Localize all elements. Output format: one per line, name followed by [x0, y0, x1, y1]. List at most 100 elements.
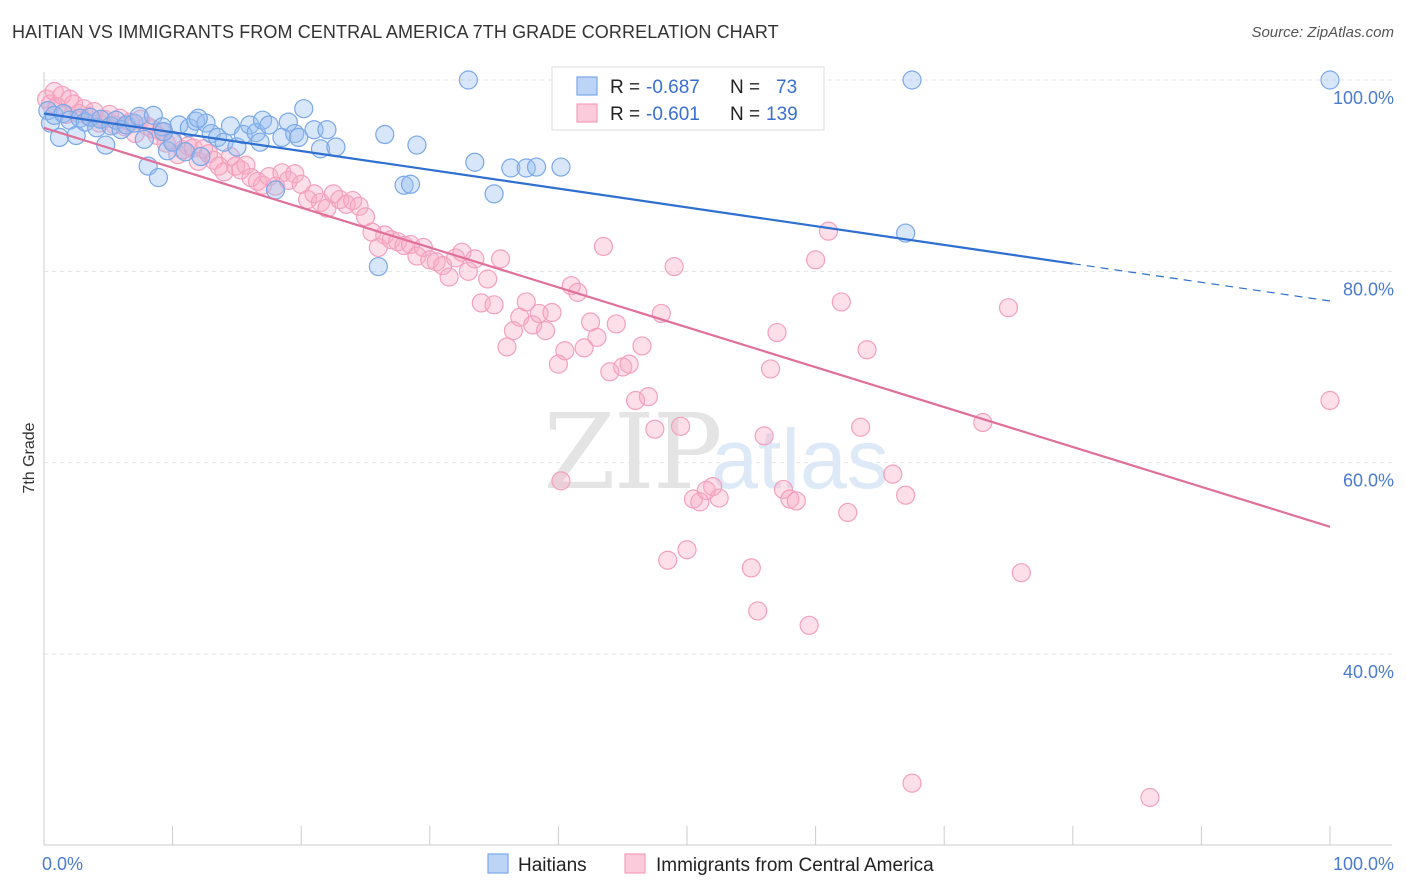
point-haitians-45: [285, 123, 305, 144]
legend-r-label-2: R =: [610, 104, 640, 125]
bottom-legend-label-immigrants[interactable]: Immigrants from Central America: [656, 855, 934, 876]
point-immigrants-115: [741, 558, 761, 578]
point-immigrants-58: [349, 196, 369, 216]
y-tick-labels: 40.0% 60.0% 80.0% 100.0%: [1333, 88, 1394, 682]
point-immigrants-130: [883, 464, 903, 484]
trend-line-haitians: [43, 112, 1073, 265]
gridlines: [44, 79, 1392, 655]
point-haitians-49: [317, 120, 337, 140]
series-legend: Haitians Immigrants from Central America: [487, 853, 934, 876]
point-immigrants-109: [677, 540, 697, 560]
source-label: Source: ZipAtlas.com: [1251, 24, 1394, 41]
point-immigrants-128: [851, 417, 871, 437]
legend-swatch-immigrants: [576, 103, 598, 123]
point-immigrants-137: [1320, 390, 1340, 411]
point-haitians-68: [1320, 70, 1340, 90]
legend-r-label-1: R =: [610, 77, 640, 98]
point-haitians-38: [240, 115, 260, 135]
point-haitians-18: [129, 106, 149, 126]
point-immigrants-79: [484, 295, 504, 315]
bottom-legend-label-haitians[interactable]: Haitians: [518, 855, 587, 876]
point-haitians-19: [134, 129, 154, 149]
point-haitians-62: [551, 157, 571, 177]
x-axis-ticks: [43, 826, 1331, 845]
point-immigrants-80: [490, 249, 511, 269]
y-tick-label-80: 80.0%: [1343, 279, 1394, 299]
point-immigrants-103: [638, 387, 659, 407]
point-immigrants-78: [478, 269, 498, 289]
legend-n-label-1: N =: [730, 77, 760, 98]
point-immigrants-37: [220, 146, 241, 167]
point-immigrants-97: [600, 362, 620, 382]
bottom-legend-swatch-haitians[interactable]: [487, 853, 509, 874]
trend-line-immigrants: [43, 126, 1331, 528]
y-tick-label-100: 100.0%: [1333, 88, 1394, 108]
point-immigrants-135: [902, 773, 922, 793]
watermark-atlas: atlas: [711, 412, 888, 506]
point-immigrants-40: [236, 155, 256, 175]
point-haitians-58: [484, 184, 504, 204]
point-haitians-46: [294, 99, 314, 119]
y-axis-label: 7th Grade: [21, 422, 38, 493]
point-haitians-59: [501, 158, 521, 178]
point-immigrants-118: [760, 359, 781, 379]
point-haitians-55: [407, 135, 427, 155]
point-immigrants-116: [748, 601, 768, 621]
point-immigrants-107: [664, 256, 684, 277]
y-tick-label-60: 60.0%: [1343, 471, 1394, 491]
point-haitians-42: [265, 180, 286, 200]
point-immigrants-93: [574, 338, 594, 358]
point-haitians-41: [259, 115, 279, 135]
point-immigrants-136: [1140, 787, 1160, 808]
point-immigrants-84: [516, 292, 536, 312]
x-tick-label-left: 0.0%: [42, 854, 83, 874]
stats-legend: R = -0.687 N = 73 R = -0.601 N = 139: [551, 66, 825, 131]
point-immigrants-134: [1011, 563, 1031, 583]
watermark-zip: ZIP: [543, 391, 720, 513]
point-haitians-53: [394, 175, 414, 195]
point-haitians-54: [400, 174, 421, 194]
point-haitians-13: [101, 116, 121, 136]
legend-n-value-immigrants: 139: [766, 104, 798, 125]
chart-title: HAITIAN VS IMMIGRANTS FROM CENTRAL AMERI…: [12, 22, 779, 42]
point-haitians-60: [516, 158, 536, 178]
point-haitians-22: [148, 167, 169, 188]
point-immigrants-96: [593, 236, 614, 257]
point-immigrants-42: [247, 171, 268, 192]
point-haitians-11: [90, 109, 111, 129]
point-immigrants-138: [551, 471, 571, 491]
legend-r-value-immigrants: -0.601: [646, 104, 700, 125]
point-immigrants-111: [690, 492, 710, 512]
point-haitians-71: [250, 132, 270, 152]
bottom-legend-swatch-immigrants[interactable]: [624, 853, 646, 874]
point-haitians-61: [526, 157, 547, 177]
point-haitians-52: [375, 124, 395, 145]
legend-swatch-haitians: [576, 76, 598, 96]
point-immigrants-113: [703, 476, 723, 497]
point-immigrants-123: [799, 615, 819, 635]
point-immigrants-81: [497, 337, 517, 357]
point-immigrants-100: [619, 354, 639, 374]
legend-n-label-2: N =: [730, 104, 760, 125]
point-haitians-57: [465, 152, 485, 172]
legend-r-value-haitians: -0.687: [646, 77, 700, 98]
point-immigrants-38: [226, 156, 246, 176]
point-immigrants-104: [645, 419, 665, 439]
point-immigrants-88: [542, 302, 562, 323]
point-immigrants-122: [786, 491, 806, 511]
point-immigrants-101: [625, 390, 646, 411]
point-immigrants-106: [658, 550, 678, 570]
point-immigrants-127: [838, 502, 858, 523]
point-immigrants-75: [458, 261, 478, 281]
point-immigrants-125: [818, 221, 839, 241]
trend-lines: [43, 112, 1331, 528]
point-immigrants-114: [709, 488, 729, 508]
y-tick-label-40: 40.0%: [1343, 662, 1394, 682]
point-immigrants-124: [805, 250, 826, 270]
point-immigrants-126: [831, 292, 851, 312]
point-immigrants-7: [63, 94, 84, 114]
point-haitians-50: [326, 137, 346, 157]
point-haitians-27: [175, 142, 196, 162]
point-haitians-30: [191, 146, 211, 167]
